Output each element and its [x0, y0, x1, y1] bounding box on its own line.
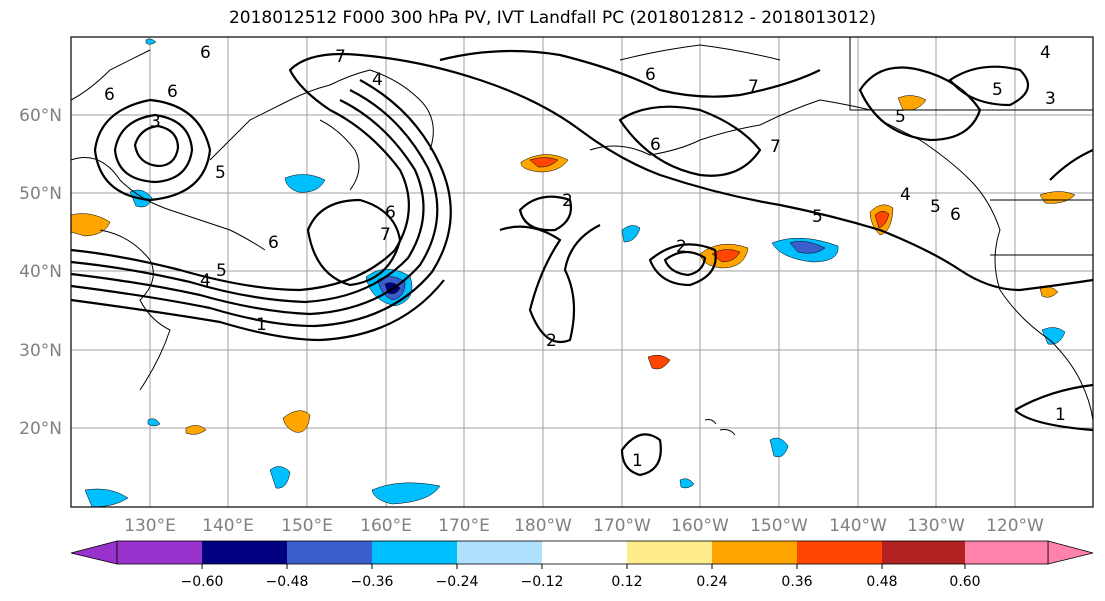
- colorbar-tick-label: −0.36: [351, 574, 394, 590]
- contour-label: 5: [992, 80, 1003, 100]
- colorbar-tick-label: 0.24: [696, 574, 727, 590]
- colorbar-tick-label: −0.60: [181, 574, 224, 590]
- contour-label: 6: [950, 205, 961, 225]
- lon-label: 140°E: [202, 516, 254, 536]
- contour-label: 3: [1045, 89, 1056, 109]
- contour-label: 6: [645, 65, 656, 85]
- lon-label: 180°W: [514, 516, 572, 536]
- contour-label: 6: [650, 135, 661, 155]
- colorbar-tick-label: −0.48: [266, 574, 309, 590]
- contour-label: 4: [200, 271, 211, 291]
- contour-label: 4: [1040, 43, 1051, 63]
- lon-label: 130°E: [124, 516, 176, 536]
- contour-label: 6: [268, 233, 279, 253]
- lon-label: 160°E: [360, 516, 412, 536]
- coastlines: [70, 37, 1094, 436]
- contour-label: 2: [562, 191, 573, 211]
- colorbar-segment: [542, 541, 627, 564]
- latitude-labels: 60°N 50°N 40°N 30°N 20°N: [19, 106, 62, 439]
- colorbar-segment: [797, 541, 882, 564]
- contour-labels: 6 6 6 3 4 5 6 7 7 6 5 4 1 2 2 2 6 7 6 5 …: [104, 43, 1066, 471]
- map-frame: [70, 36, 1094, 508]
- contour-label: 4: [900, 185, 911, 205]
- colorbar-extend-high: [1047, 540, 1094, 565]
- contour-label: 5: [930, 197, 941, 217]
- contour-label: 1: [256, 315, 267, 335]
- map-title: 2018012512 F000 300 hPa PV, IVT Landfall…: [228, 8, 876, 28]
- contour-label: 5: [215, 163, 226, 183]
- lon-label: 160°W: [671, 516, 729, 536]
- contour-label: 6: [385, 203, 396, 223]
- lon-label: 170°W: [593, 516, 651, 536]
- contour-label: 7: [335, 47, 346, 67]
- colorbar: −0.60 −0.48 −0.36 −0.24 −0.12 0.12 0.24 …: [70, 540, 1094, 590]
- colorbar-segment: [965, 541, 1048, 564]
- colorbar-tick-label: 0.36: [781, 574, 812, 590]
- colorbar-segment: [882, 541, 965, 564]
- colorbar-segment: [202, 541, 287, 564]
- contour-label: 1: [1055, 405, 1066, 425]
- longitude-labels: 130°E 140°E 150°E 160°E 170°E 180°W 170°…: [124, 516, 1044, 536]
- colorbar-outline: [116, 540, 1049, 565]
- contour-label: 5: [812, 207, 823, 227]
- colorbar-tick-label: −0.12: [521, 574, 564, 590]
- contour-label: 3: [150, 112, 161, 132]
- lon-label: 170°E: [438, 516, 490, 536]
- contour-label: 2: [546, 331, 557, 351]
- contour-label: 5: [895, 107, 906, 127]
- colorbar-segment: [712, 541, 797, 564]
- lat-label: 40°N: [19, 262, 62, 282]
- colorbar-segment: [372, 541, 457, 564]
- lat-label: 50°N: [19, 184, 62, 204]
- lat-label: 20°N: [19, 419, 62, 439]
- contour-label: 7: [380, 225, 391, 245]
- colorbar-tick-label: 0.12: [611, 574, 642, 590]
- lon-label: 120°W: [986, 516, 1044, 536]
- colorbar-tick-label: 0.48: [866, 574, 897, 590]
- lon-label: 150°E: [281, 516, 333, 536]
- colorbar-segment: [287, 541, 372, 564]
- lon-label: 150°W: [750, 516, 808, 536]
- contour-label: 6: [104, 85, 115, 105]
- colorbar-extend-low: [70, 540, 118, 565]
- contour-label: 4: [372, 70, 383, 90]
- pv-contours: [70, 49, 1094, 477]
- contour-label: 7: [770, 137, 781, 157]
- contour-label: 6: [200, 43, 211, 63]
- contour-label: 1: [632, 451, 643, 471]
- colorbar-segment: [627, 541, 712, 564]
- contour-label: 2: [676, 237, 687, 257]
- lon-label: 140°W: [829, 516, 887, 536]
- lat-label: 30°N: [19, 341, 62, 361]
- contour-label: 5: [216, 261, 227, 281]
- lat-label: 60°N: [19, 106, 62, 126]
- contour-label: 7: [748, 77, 759, 97]
- colorbar-tick-label: 0.60: [949, 574, 980, 590]
- pv-shading: [70, 38, 1076, 508]
- lon-label: 130°W: [907, 516, 965, 536]
- colorbar-segment: [457, 541, 542, 564]
- contour-label: 6: [167, 82, 178, 102]
- colorbar-tick-label: −0.24: [436, 574, 479, 590]
- colorbar-segment: [117, 541, 202, 564]
